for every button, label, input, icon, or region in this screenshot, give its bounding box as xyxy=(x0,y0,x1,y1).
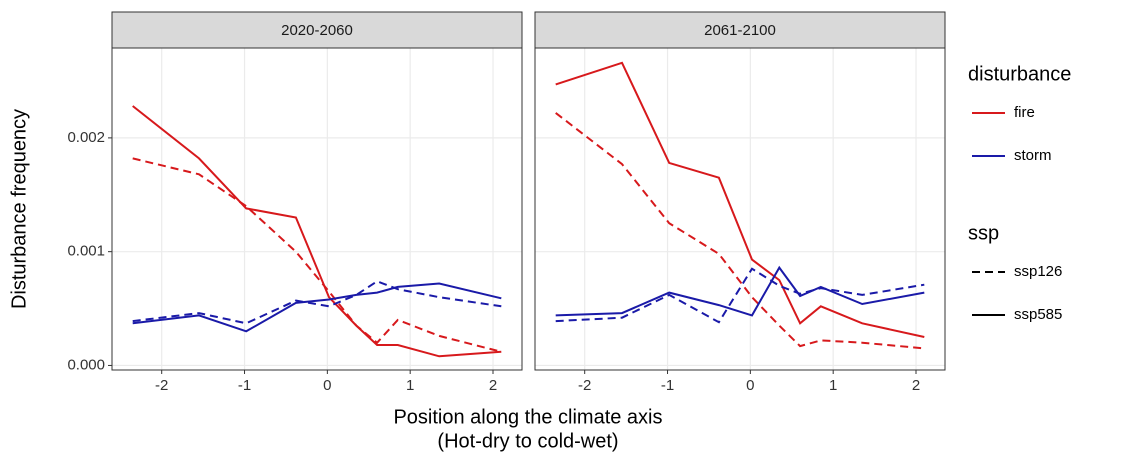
x-tick-label: 1 xyxy=(829,377,837,394)
strip xyxy=(111,11,523,49)
legend-label: fire xyxy=(1014,104,1035,121)
strip-title: 2061-2100 xyxy=(704,22,776,39)
x-axis-title: (Hot-dry to cold-wet) xyxy=(437,430,618,452)
legend-title: ssp xyxy=(968,222,999,244)
x-tick-label: 0 xyxy=(323,377,331,394)
panel xyxy=(112,48,522,370)
x-tick-label: -1 xyxy=(238,377,251,394)
y-tick-label: 0.002 xyxy=(67,129,105,146)
x-tick-label: -2 xyxy=(578,377,591,394)
data-line xyxy=(555,112,925,350)
x-tick-label: 0 xyxy=(746,377,754,394)
y-axis-title: Disturbance frequency xyxy=(8,109,30,309)
y-tick-label: 0.000 xyxy=(67,356,105,373)
panel-border xyxy=(534,47,946,371)
x-tick-label: 2 xyxy=(489,377,497,394)
x-tick-label: 1 xyxy=(406,377,414,394)
legend-title: disturbance xyxy=(968,63,1071,85)
data-line xyxy=(132,157,502,353)
data-line xyxy=(555,61,925,338)
strip-title: 2020-2060 xyxy=(281,22,353,39)
data-line xyxy=(132,105,502,358)
data-line xyxy=(555,265,925,317)
data-line xyxy=(132,280,502,325)
panel xyxy=(535,48,945,370)
x-tick-label: 2 xyxy=(912,377,920,394)
strip xyxy=(534,11,946,49)
y-tick-label: 0.001 xyxy=(67,243,105,260)
legend-label: ssp126 xyxy=(1014,263,1062,280)
data-line xyxy=(132,282,502,333)
data-line xyxy=(555,267,925,324)
panel-border xyxy=(111,47,523,371)
x-axis-title: Position along the climate axis xyxy=(393,406,662,428)
legend-label: ssp585 xyxy=(1014,306,1062,323)
legend-label: storm xyxy=(1014,147,1052,164)
x-tick-label: -2 xyxy=(155,377,168,394)
x-tick-label: -1 xyxy=(661,377,674,394)
